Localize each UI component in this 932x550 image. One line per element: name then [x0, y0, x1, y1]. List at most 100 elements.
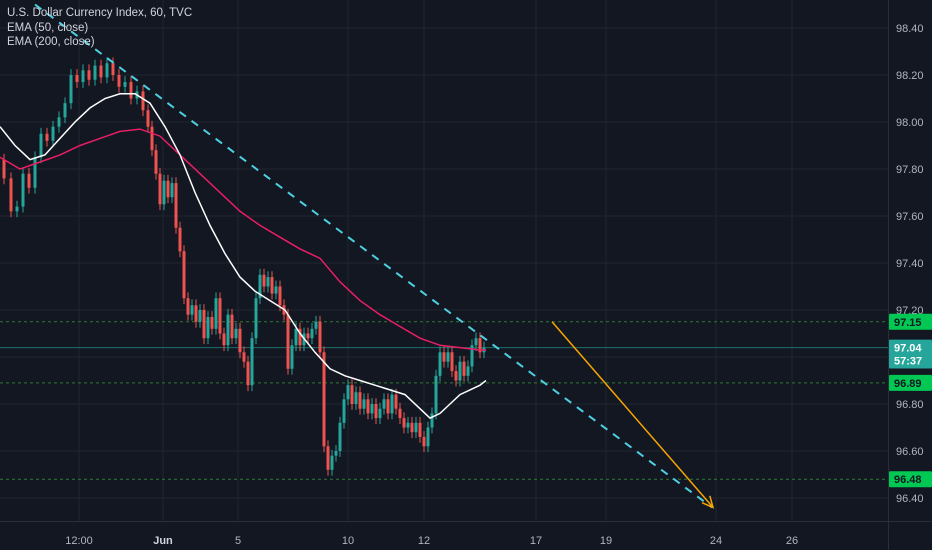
candle-body	[51, 126, 55, 141]
candle-body	[342, 399, 346, 423]
candle-body	[238, 328, 242, 353]
x-tick-label: 5	[235, 535, 241, 547]
projection-arrow-head	[701, 495, 715, 509]
chart-drawings[interactable]	[34, 3, 715, 509]
candle-body	[370, 404, 374, 414]
candle-body	[266, 277, 270, 287]
candle-body	[442, 352, 446, 362]
candle-body	[382, 399, 386, 409]
y-tick-label: 97.40	[896, 258, 924, 270]
candle-body	[478, 338, 482, 353]
candle-body	[154, 150, 158, 174]
time-axis[interactable]: 12:00 Jun 5 10 12 17 19 24 26	[65, 535, 798, 547]
candle-body	[129, 82, 133, 99]
candle-body	[338, 422, 342, 451]
candle-body	[450, 352, 454, 372]
symbol-title[interactable]: U.S. Dollar Currency Index, 60, TVC	[7, 7, 193, 19]
candle-body	[286, 314, 290, 369]
candle-body	[246, 361, 250, 386]
candle-body	[27, 173, 31, 188]
y-tick-label: 98.00	[896, 117, 924, 129]
price-candles	[2, 57, 486, 476]
y-tick-label: 98.40	[896, 23, 924, 35]
candle-body	[326, 446, 330, 470]
candle-body	[150, 126, 154, 151]
candle-body	[190, 305, 194, 315]
candle-body	[57, 117, 61, 127]
candle-body	[69, 75, 73, 104]
x-tick-label: 19	[600, 535, 612, 547]
candle-body	[178, 227, 182, 252]
candle-body	[210, 317, 214, 329]
candle-body	[99, 65, 103, 78]
candle-body	[358, 392, 362, 409]
y-tick-label: 98.20	[896, 70, 924, 82]
candle-body	[242, 352, 246, 362]
price-marker-box	[889, 352, 932, 369]
candle-body	[194, 305, 198, 322]
candle-body	[21, 173, 25, 207]
candle-body	[374, 404, 378, 419]
candle-body	[87, 70, 91, 80]
candle-body	[206, 317, 210, 339]
candle-body	[410, 422, 414, 433]
candle-body	[446, 352, 450, 362]
candle-body	[406, 422, 410, 428]
candle-body	[454, 371, 458, 381]
candle-body	[2, 159, 6, 179]
candle-body	[462, 361, 466, 376]
price-marker-text: 57:37	[894, 356, 922, 368]
price-marker-box	[889, 471, 932, 488]
candle-body	[226, 314, 230, 346]
candle-body	[322, 352, 326, 447]
candle-body	[81, 70, 85, 83]
ema200-legend[interactable]: EMA (200, close)	[7, 36, 95, 48]
y-tick-label: 97.80	[896, 164, 924, 176]
candle-body	[398, 408, 402, 419]
x-tick-label: Jun	[153, 535, 173, 547]
x-tick-label: 24	[710, 535, 722, 547]
candle-body	[45, 133, 49, 141]
y-tick-label: 96.40	[896, 493, 924, 505]
candle-body	[33, 157, 37, 188]
candle-body	[330, 455, 334, 470]
candle-body	[75, 75, 79, 83]
candle-body	[15, 206, 19, 212]
candle-body	[9, 178, 13, 212]
ema50-legend[interactable]: EMA (50, close)	[7, 21, 89, 34]
candle-body	[474, 338, 478, 346]
candle-body	[430, 413, 434, 428]
candle-body	[162, 180, 166, 205]
trendline	[34, 3, 713, 509]
candle-body	[438, 352, 442, 376]
candle-body	[105, 63, 109, 78]
candle-body	[270, 277, 274, 294]
y-tick-label: 97.60	[896, 211, 924, 223]
candle-body	[350, 385, 354, 404]
candle-body	[458, 361, 462, 381]
price-marker-text: 97.15	[894, 317, 922, 329]
y-tick-label: 96.80	[896, 399, 924, 411]
candle-body	[117, 75, 121, 87]
candle-body	[298, 328, 302, 346]
candle-body	[418, 422, 422, 437]
candle-body	[378, 408, 382, 419]
price-marker-text: 97.04	[894, 343, 922, 355]
x-tick-label: 17	[530, 535, 542, 547]
candle-body	[218, 298, 222, 334]
y-tick-label: 96.60	[896, 446, 924, 458]
candle-body	[111, 63, 115, 75]
candle-body	[262, 274, 266, 287]
x-tick-label: 26	[786, 535, 798, 547]
candle-body	[366, 399, 370, 414]
candle-body	[174, 183, 178, 228]
candle-body	[186, 298, 190, 315]
candle-body	[274, 286, 278, 294]
candle-body	[230, 314, 234, 339]
x-tick-label: 12:00	[65, 535, 93, 547]
candle-body	[278, 286, 282, 306]
